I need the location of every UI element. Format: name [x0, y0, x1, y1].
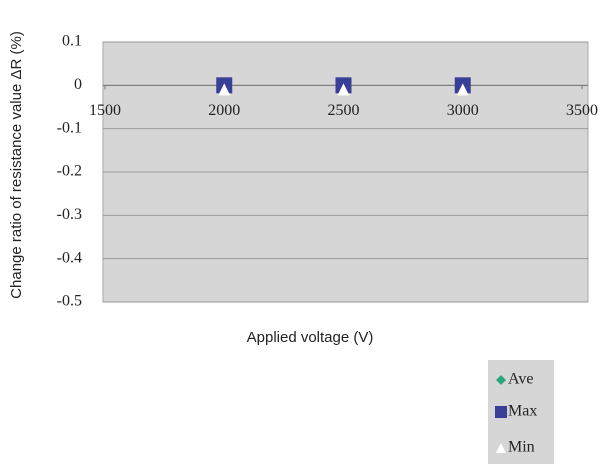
point [218, 83, 231, 96]
y-tick-label: -0.4 [57, 249, 82, 266]
point [456, 83, 469, 96]
legend-label: Ave [508, 371, 533, 388]
x-tick-label: 2000 [208, 102, 240, 119]
legend-label: Max [508, 403, 537, 420]
legend-label: Min [508, 439, 535, 456]
y-tick-label: -0.2 [57, 163, 82, 180]
x-tick-label: 2500 [328, 102, 360, 119]
x-tick-label: 3000 [447, 102, 479, 119]
point [337, 83, 350, 96]
y-tick-label: -0.5 [57, 293, 82, 310]
x-tick-label: 3500 [566, 102, 598, 119]
legend-marker [495, 406, 507, 418]
y-axis-title: Change ratio of resistance value ΔR (%) [8, 31, 25, 299]
y-tick-label: 0.1 [62, 33, 82, 50]
legend-marker [496, 443, 506, 453]
x-tick-label: 1500 [89, 102, 121, 119]
y-tick-label: 0 [74, 76, 82, 93]
legend-marker [496, 375, 506, 385]
y-tick-label: -0.3 [57, 206, 82, 223]
y-tick-label: -0.1 [57, 119, 82, 136]
x-axis-title: Applied voltage (V) [247, 329, 374, 346]
